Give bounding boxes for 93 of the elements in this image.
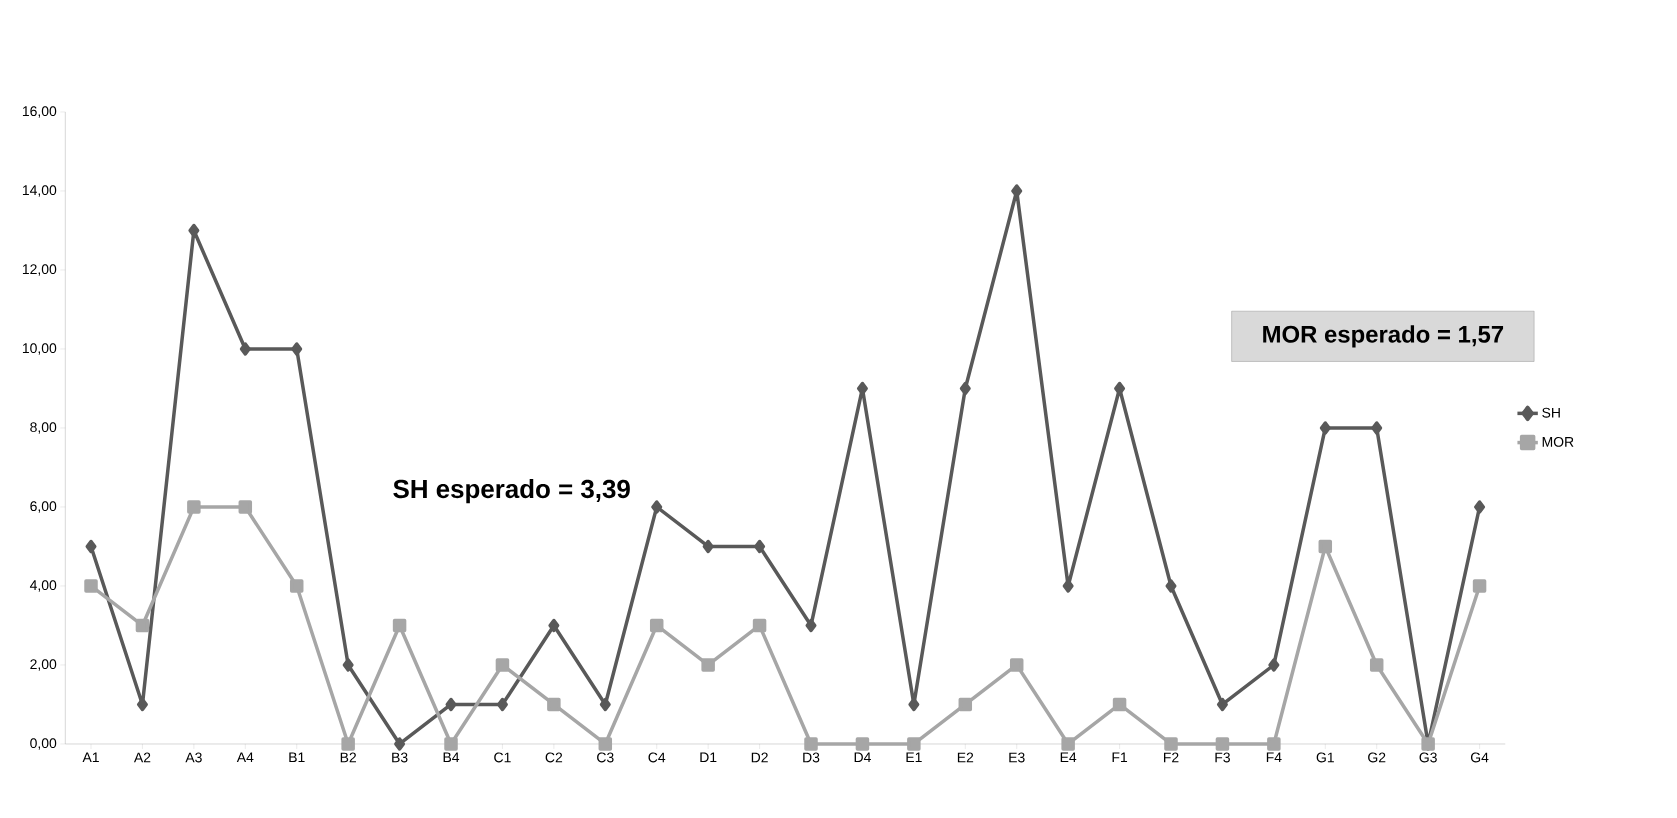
annotation: SH esperado = 3,39 bbox=[393, 479, 630, 504]
point bbox=[444, 737, 458, 751]
x-tick-label: E3 bbox=[1009, 752, 1025, 763]
point bbox=[547, 697, 561, 712]
x-tick-label: C4 bbox=[648, 752, 666, 763]
x-tick-label: D2 bbox=[751, 752, 768, 763]
point bbox=[394, 737, 406, 751]
x-tick-label: B2 bbox=[340, 752, 356, 763]
point bbox=[805, 618, 817, 633]
legend-label: SH bbox=[1542, 407, 1560, 418]
x-tick-label: G2 bbox=[1368, 752, 1386, 763]
x-tick-label: G4 bbox=[1470, 752, 1489, 763]
point bbox=[1369, 658, 1384, 672]
point bbox=[1011, 184, 1023, 198]
point bbox=[599, 697, 611, 712]
x-tick-label: G3 bbox=[1419, 752, 1437, 763]
point bbox=[136, 697, 148, 712]
point bbox=[702, 539, 714, 554]
x-tick-label: F4 bbox=[1266, 752, 1282, 763]
point bbox=[1165, 579, 1177, 593]
y-tick-label: 6,00 bbox=[30, 501, 57, 513]
x-tick-label: F1 bbox=[1112, 752, 1128, 763]
point bbox=[804, 737, 818, 751]
point bbox=[188, 223, 200, 238]
x-tick-label: A2 bbox=[133, 752, 151, 763]
point bbox=[1112, 697, 1127, 712]
y-tick-label: 14,00 bbox=[22, 185, 57, 197]
point bbox=[238, 500, 253, 514]
point bbox=[1472, 579, 1487, 593]
point bbox=[84, 579, 98, 593]
point bbox=[855, 737, 870, 751]
point bbox=[1215, 737, 1230, 751]
point bbox=[907, 737, 921, 751]
point bbox=[651, 500, 663, 514]
x-tick-label: G1 bbox=[1316, 752, 1334, 763]
point bbox=[754, 539, 766, 554]
y-tick-label: 8,00 bbox=[30, 422, 57, 434]
y-tick-label: 0,00 bbox=[30, 738, 57, 750]
point bbox=[649, 618, 664, 633]
point bbox=[1371, 421, 1383, 435]
point bbox=[959, 381, 971, 396]
point bbox=[289, 579, 304, 593]
point bbox=[1319, 421, 1331, 435]
point bbox=[1062, 579, 1074, 593]
x-tick-label: D3 bbox=[803, 752, 820, 763]
x-tick-label: E4 bbox=[1060, 752, 1077, 763]
point bbox=[392, 618, 407, 633]
point bbox=[135, 618, 150, 633]
y-tick-label: 10,00 bbox=[22, 343, 57, 355]
x-tick-label: C1 bbox=[494, 752, 511, 763]
point bbox=[958, 697, 973, 712]
point bbox=[85, 539, 97, 554]
x-tick-label: A4 bbox=[236, 752, 254, 763]
legend-label: MOR bbox=[1542, 436, 1574, 447]
point bbox=[1164, 737, 1178, 751]
point bbox=[1216, 697, 1228, 712]
x-tick-label: B4 bbox=[443, 752, 460, 763]
x-tick-label: F3 bbox=[1215, 752, 1230, 763]
x-tick-label: C2 bbox=[545, 752, 563, 763]
y-tick-label: 2,00 bbox=[30, 659, 57, 671]
point bbox=[495, 658, 510, 672]
y-tick-label: 4,00 bbox=[29, 580, 57, 592]
point bbox=[291, 342, 303, 356]
x-tick-label: D4 bbox=[854, 752, 871, 763]
x-tick-label: D1 bbox=[700, 752, 717, 763]
point bbox=[598, 737, 613, 751]
point bbox=[1474, 500, 1486, 514]
point bbox=[187, 500, 201, 514]
y-tick-label: 12,00 bbox=[22, 264, 57, 276]
point bbox=[701, 658, 715, 672]
point bbox=[445, 697, 457, 712]
point bbox=[1268, 658, 1280, 672]
x-tick-label: E2 bbox=[957, 752, 974, 763]
x-tick-label: C3 bbox=[597, 752, 614, 763]
x-tick-label: E1 bbox=[906, 752, 922, 763]
point bbox=[1009, 658, 1024, 672]
x-tick-label: F2 bbox=[1164, 752, 1179, 763]
x-tick-label: A1 bbox=[82, 752, 99, 763]
point bbox=[1267, 737, 1281, 751]
point bbox=[342, 658, 354, 672]
point bbox=[1318, 539, 1333, 554]
point bbox=[908, 697, 920, 712]
point bbox=[239, 342, 251, 356]
point bbox=[1061, 737, 1075, 751]
point bbox=[341, 737, 355, 751]
annotation: MOR esperado = 1,57 bbox=[1263, 325, 1504, 348]
x-tick-label: A3 bbox=[185, 752, 202, 763]
y-tick-label: 16,00 bbox=[22, 106, 57, 118]
point bbox=[548, 618, 560, 633]
point bbox=[752, 618, 767, 633]
point bbox=[496, 697, 508, 712]
x-tick-label: B1 bbox=[289, 752, 305, 763]
x-tick-label: B3 bbox=[392, 752, 408, 763]
